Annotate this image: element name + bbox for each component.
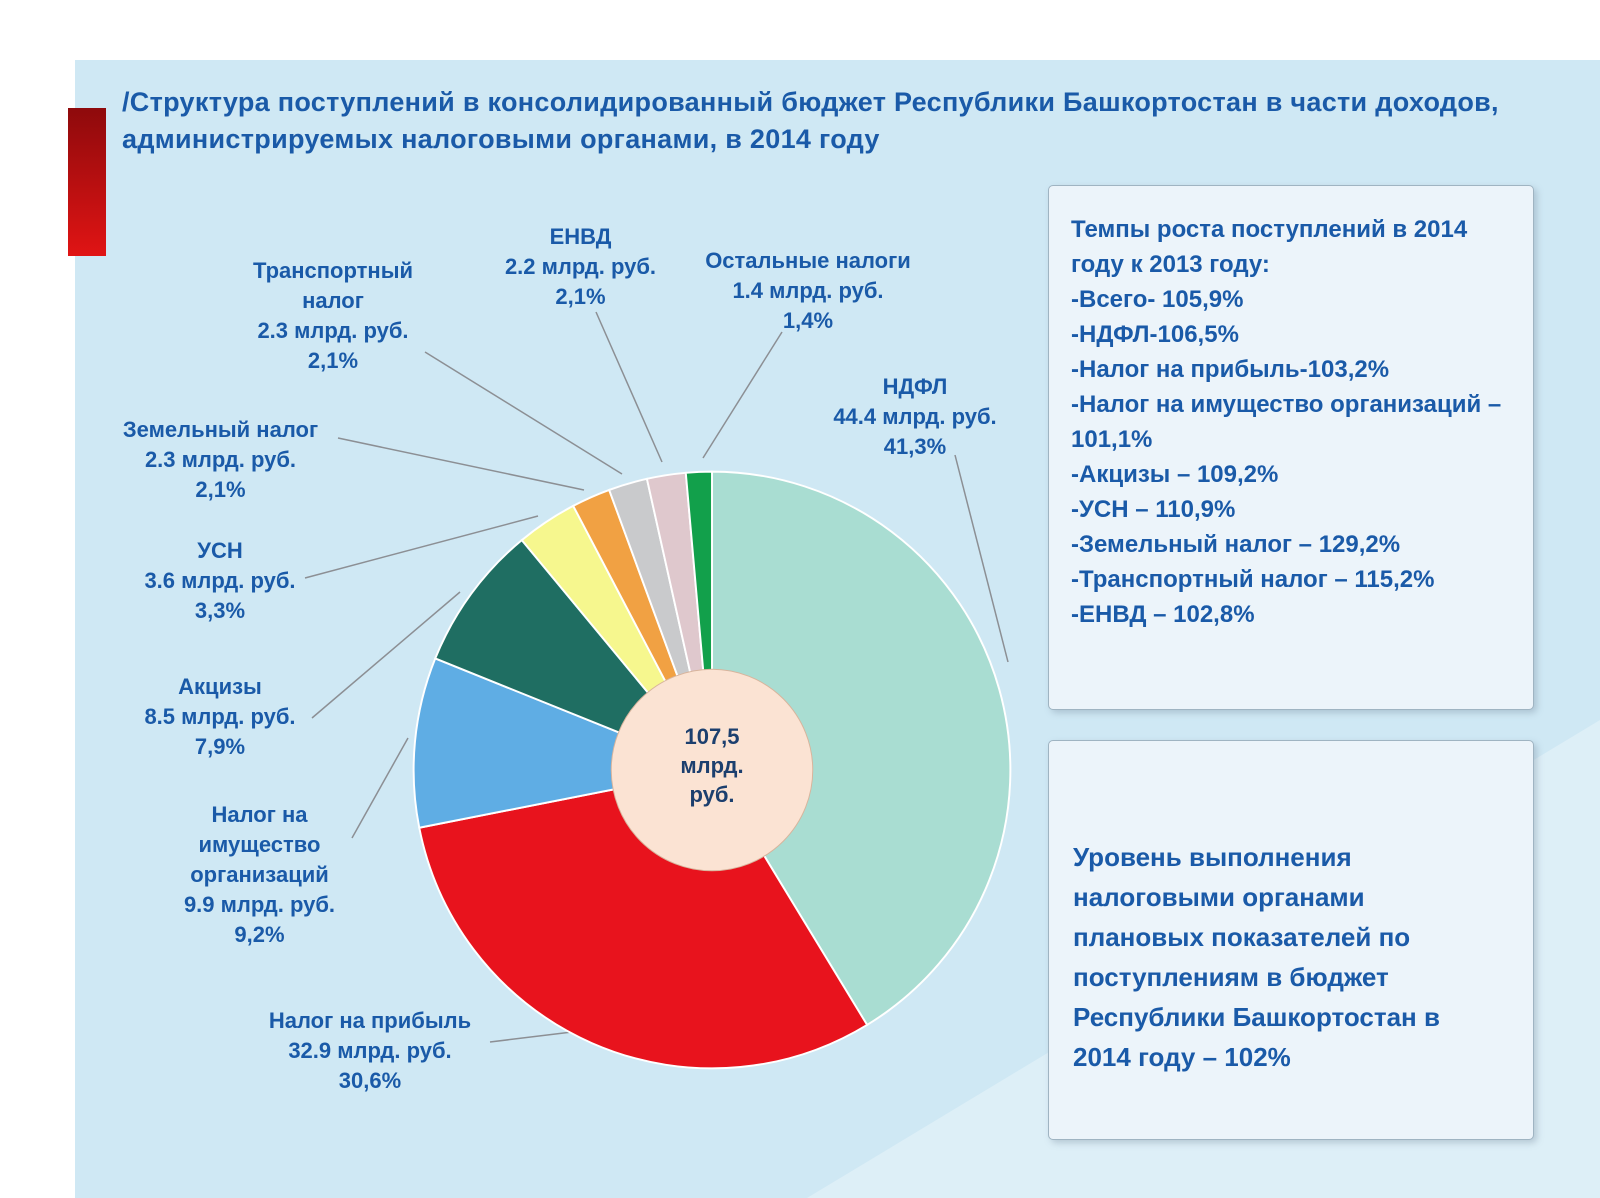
leader-line-envd bbox=[595, 311, 663, 463]
page-title: /Структура поступлений в консолидированн… bbox=[122, 87, 1499, 154]
callout-label-ostalnye: Остальные налоги 1.4 млрд. руб. 1,4% bbox=[705, 248, 911, 333]
leader-line-transport bbox=[424, 351, 623, 475]
pie-slice-2 bbox=[412, 657, 716, 829]
callout-label-usn: УСН 3.6 млрд. руб. 3,3% bbox=[144, 538, 296, 623]
growth-rates-box: Темпы роста поступлений в 2014 году к 20… bbox=[1048, 185, 1534, 710]
callout-label-imushchestvo: Налог на имущество организаций 9.9 млрд. ру… bbox=[183, 802, 336, 947]
pie-center-label: 107,5 млрд. руб. bbox=[680, 724, 744, 807]
red-accent-bar bbox=[68, 108, 106, 256]
pie-svg bbox=[412, 470, 1012, 1070]
pie-center-circle bbox=[610, 668, 814, 872]
leader-line-ostalnye bbox=[702, 331, 783, 459]
callout-label-envd: ЕНВД 2.2 млрд. руб. 2,1% bbox=[504, 224, 657, 309]
callout-label-zemelny: Земельный налог 2.3 млрд. руб. 2,1% bbox=[122, 417, 319, 502]
callout-label-transport: Транспортный налог 2.3 млрд. руб. 2,1% bbox=[252, 258, 414, 373]
callout-label-ndfl: НДФЛ 44.4 млрд. руб. 41,3% bbox=[833, 374, 997, 459]
callout-label-akcizy: Акцизы 8.5 млрд. руб. 7,9% bbox=[144, 674, 296, 759]
callout-label-pribyl: Налог на прибыль 32.9 млрд. руб. 30,6% bbox=[268, 1008, 472, 1093]
pie-slice-0 bbox=[711, 470, 1012, 1027]
plan-fulfillment-box: Уровень выполнения налоговыми органами пла… bbox=[1048, 740, 1534, 1140]
